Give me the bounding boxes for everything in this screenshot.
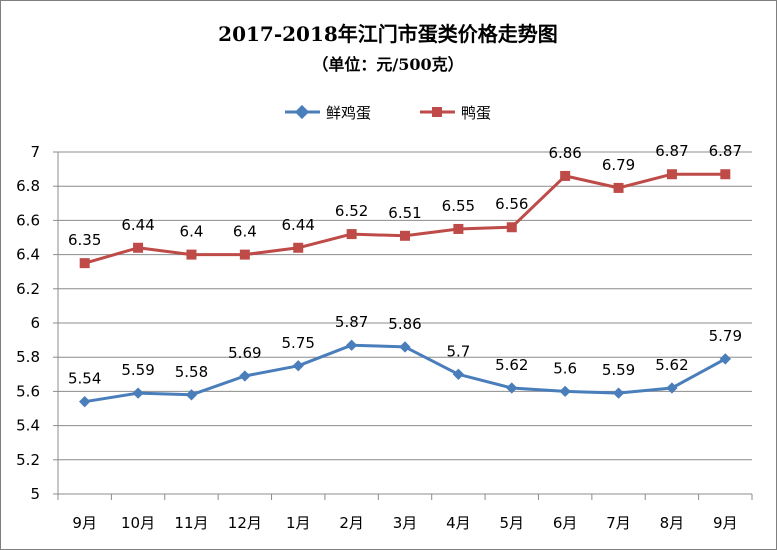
data-point-series-1 [452, 368, 465, 380]
chart-title: 2017-2018年江门市蛋类价格走势图 [218, 22, 558, 46]
data-label-series-2: 6.52 [335, 202, 368, 220]
x-tick-label: 4月 [446, 514, 471, 532]
x-tick-label: 9月 [72, 514, 97, 532]
data-point-series-1 [345, 339, 358, 351]
data-label-series-2: 6.44 [282, 216, 315, 234]
data-label-series-1: 5.58 [175, 363, 208, 381]
data-label-series-1: 5.59 [602, 361, 635, 379]
data-label-series-1: 5.87 [335, 313, 368, 331]
x-tick-label: 5月 [499, 514, 524, 532]
data-point-series-1 [719, 353, 731, 365]
y-tick-label: 7 [30, 143, 40, 161]
data-point-series-2 [720, 169, 731, 180]
data-point-series-2 [133, 242, 144, 253]
legend-label-series-1: 鲜鸡蛋 [326, 104, 371, 122]
y-tick-label: 6.8 [16, 177, 40, 195]
data-label-series-2: 6.86 [548, 144, 581, 162]
data-point-series-2 [560, 170, 571, 181]
data-point-series-2 [186, 249, 197, 260]
x-tick-label: 9月 [713, 514, 738, 532]
data-label-series-2: 6.44 [121, 216, 154, 234]
data-label-series-2: 6.87 [655, 142, 688, 160]
x-tick-label: 12月 [228, 514, 262, 532]
x-tick-label: 6月 [553, 514, 578, 532]
data-label-series-2: 6.56 [495, 195, 528, 213]
x-tick-label: 10月 [121, 514, 155, 532]
data-label-series-2: 6.79 [602, 156, 635, 174]
x-tick-label: 8月 [660, 514, 685, 532]
data-point-series-2 [239, 249, 250, 260]
data-label-series-2: 6.4 [180, 223, 204, 241]
data-point-series-2 [346, 229, 357, 240]
data-label-series-1: 5.54 [68, 370, 101, 388]
data-label-series-1: 5.62 [655, 356, 688, 374]
data-point-series-2 [506, 222, 517, 233]
data-label-series-2: 6.4 [233, 223, 257, 241]
y-tick-label: 5.2 [16, 451, 40, 469]
legend-label-series-2: 鸭蛋 [461, 104, 491, 122]
data-point-series-2 [79, 258, 90, 269]
data-label-series-2: 6.51 [388, 204, 421, 222]
y-tick-label: 6 [30, 314, 40, 332]
data-point-series-2 [293, 242, 304, 253]
legend: 鲜鸡蛋 鸭蛋 [285, 104, 491, 122]
data-point-series-1 [506, 382, 518, 394]
data-point-series-2 [613, 182, 624, 193]
data-point-series-2 [666, 169, 677, 180]
data-point-series-1 [239, 370, 251, 382]
y-tick-label: 6.6 [16, 211, 40, 229]
y-tick-label: 6.4 [16, 246, 40, 264]
data-point-series-1 [185, 389, 198, 401]
data-label-series-1: 5.7 [446, 342, 470, 360]
x-tick-label: 3月 [393, 514, 418, 532]
data-point-series-2 [400, 230, 410, 241]
y-tick-label: 6.2 [16, 280, 40, 298]
data-label-series-1: 5.69 [228, 344, 261, 362]
data-label-series-1: 5.75 [282, 334, 315, 352]
data-point-series-1 [612, 387, 625, 399]
data-point-series-1 [132, 387, 144, 399]
data-label-series-1: 5.62 [495, 356, 528, 374]
data-point-series-1 [399, 341, 411, 353]
y-tick-label: 5 [30, 485, 40, 503]
x-tick-label: 7月 [606, 514, 631, 532]
x-tick-label: 2月 [339, 514, 364, 532]
data-label-series-2: 6.35 [68, 231, 101, 249]
data-point-series-1 [666, 382, 678, 394]
legend-marker-series-1 [294, 104, 310, 120]
x-tick-label: 1月 [286, 514, 311, 532]
data-label-series-1: 5.79 [709, 327, 742, 345]
data-point-series-1 [292, 360, 304, 372]
data-label-series-1: 5.6 [553, 359, 577, 377]
data-label-series-2: 6.55 [442, 197, 475, 215]
data-point-series-1 [559, 385, 571, 398]
y-tick-label: 5.6 [16, 382, 40, 400]
data-point-series-1 [79, 396, 91, 408]
data-label-series-1: 5.59 [121, 361, 154, 379]
y-tick-label: 5.8 [16, 348, 40, 366]
data-point-series-2 [453, 223, 464, 234]
chart-subtitle: （单位：元/500克） [312, 55, 463, 74]
data-label-series-1: 5.86 [388, 315, 421, 333]
y-tick-label: 5.4 [16, 417, 40, 435]
legend-marker-series-2 [432, 107, 442, 117]
data-label-series-2: 6.87 [709, 142, 742, 160]
x-tick-label: 11月 [174, 514, 208, 532]
